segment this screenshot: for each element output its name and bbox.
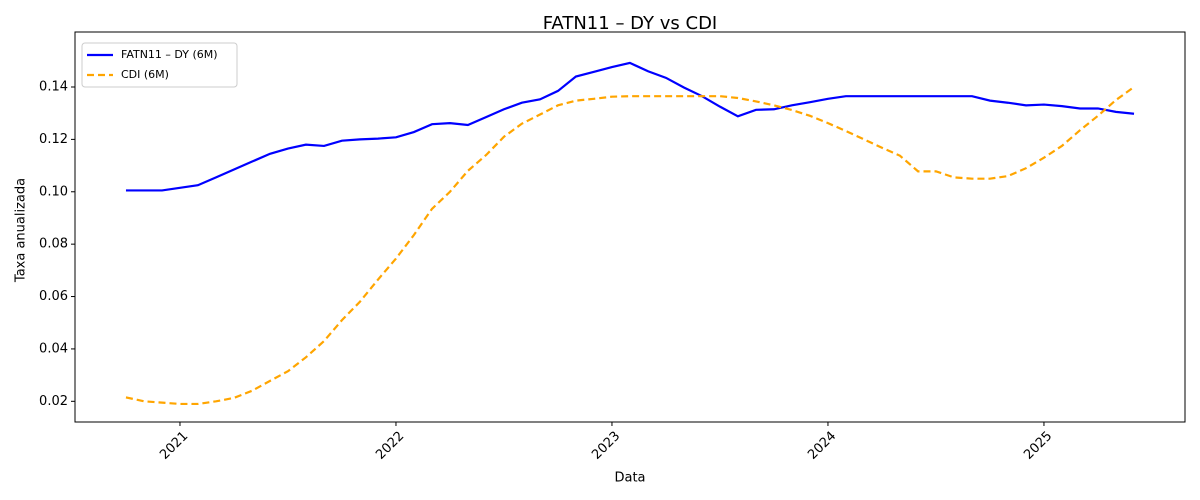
series-line [125, 86, 1135, 406]
x-tick-label: 2021 [157, 429, 191, 463]
y-tick-label: 0.12 [39, 132, 68, 147]
y-tick-label: 0.06 [39, 289, 68, 304]
legend-box [81, 42, 238, 88]
y-tick-label: 0.10 [39, 184, 68, 199]
x-tick-label: 2023 [589, 429, 623, 463]
legend-label: CDI (6M) [121, 68, 169, 81]
y-tick-label: 0.02 [39, 394, 68, 409]
series-line [125, 61, 1135, 192]
y-axis-label: Taxa anualizada [14, 178, 29, 283]
x-tick-label: 2025 [1021, 429, 1055, 463]
plot-frame [74, 31, 1186, 423]
y-tick-label: 0.08 [39, 237, 68, 252]
y-tick-label: 0.14 [39, 80, 68, 95]
legend-label: FATN11 – DY (6M) [121, 48, 218, 61]
chart-title: FATN11 – DY vs CDI [543, 13, 718, 34]
x-axis-label: Data [614, 471, 645, 486]
y-tick-label: 0.04 [39, 341, 68, 356]
x-tick-label: 2022 [373, 429, 407, 463]
x-tick-label: 2024 [805, 429, 839, 463]
